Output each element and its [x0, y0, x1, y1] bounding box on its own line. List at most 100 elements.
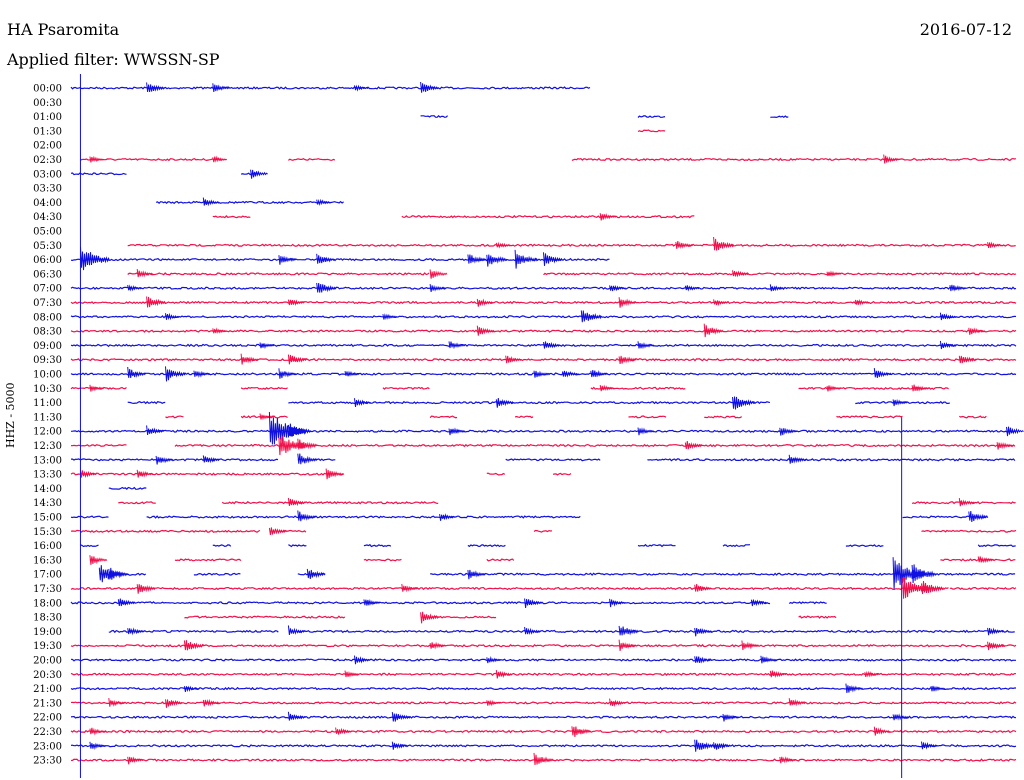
- seismic-event: [127, 756, 144, 765]
- time-label-1530: 15:30: [33, 527, 62, 538]
- trace-segment: [70, 286, 1017, 290]
- seismic-event: [949, 284, 967, 292]
- seismic-event: [939, 340, 957, 350]
- seismic-event: [769, 284, 785, 292]
- seismic-event: [883, 154, 900, 164]
- trace-segment: [118, 501, 156, 505]
- time-label-0500: 05:00: [33, 227, 62, 238]
- filter-label: Applied filter: WWSSN-SP: [7, 50, 220, 69]
- trace-segment: [127, 243, 1016, 247]
- seismic-event: [146, 425, 164, 435]
- seismic-event: [968, 511, 989, 523]
- trace-segment: [429, 415, 458, 419]
- time-label-0330: 03:30: [33, 184, 62, 195]
- seismic-event: [826, 385, 842, 392]
- trace-segment: [70, 172, 127, 176]
- trace-segment: [80, 544, 99, 548]
- trace-segment: [70, 472, 345, 476]
- seismic-event: [599, 213, 617, 221]
- trace-segment: [401, 214, 695, 219]
- seismic-event: [325, 468, 344, 480]
- time-label-0530: 05:30: [33, 241, 62, 252]
- time-label-1100: 11:00: [33, 398, 62, 409]
- seismic-event: [580, 310, 602, 323]
- trace-segment: [278, 529, 307, 533]
- seismic-event: [968, 327, 986, 335]
- seismic-event: [165, 366, 186, 382]
- trace-segment: [637, 115, 666, 118]
- trace-segment: [977, 544, 1016, 548]
- seismic-event: [892, 713, 910, 721]
- seismic-event: [637, 341, 655, 350]
- seismic-event: [80, 246, 110, 271]
- trace-segment: [949, 587, 1017, 591]
- time-label-1500: 15:00: [33, 513, 62, 524]
- seismic-event: [297, 453, 318, 465]
- seismic-event: [987, 241, 1002, 248]
- seismic-event: [599, 384, 615, 392]
- trace-segment: [704, 415, 743, 419]
- seismic-event: [732, 270, 749, 278]
- seismic-event: [165, 312, 180, 321]
- seismic-event: [448, 427, 466, 436]
- seismic-event: [750, 599, 768, 607]
- trace-segment: [71, 458, 279, 462]
- time-label-0600: 06:00: [33, 255, 62, 266]
- time-label-0230: 02:30: [33, 155, 62, 166]
- seismic-event: [760, 655, 778, 664]
- trace-segment: [70, 329, 1017, 333]
- seismic-event: [287, 299, 305, 307]
- seismic-event: [571, 726, 592, 738]
- seismic-event: [618, 625, 639, 636]
- seismic-event: [429, 284, 447, 292]
- trace-segment: [70, 744, 1017, 748]
- time-label-1830: 18:30: [33, 613, 62, 624]
- trace-segment: [70, 315, 1017, 319]
- trace-segment: [363, 543, 392, 548]
- seismic-event: [987, 641, 1005, 651]
- seismic-event: [609, 285, 626, 292]
- seismic-event: [533, 370, 551, 378]
- seismic-event: [278, 255, 297, 265]
- trace-segment: [70, 658, 1016, 662]
- trace-segment: [628, 415, 667, 419]
- seismic-event: [911, 384, 929, 392]
- seismic-event: [202, 197, 220, 207]
- seismic-event: [524, 626, 541, 635]
- seismic-event: [108, 698, 126, 707]
- seismic-event: [212, 83, 230, 92]
- seismic-event: [505, 355, 523, 364]
- seismic-event: [202, 455, 220, 464]
- event-markers: [79, 74, 903, 778]
- seismic-event: [268, 411, 306, 445]
- seismic-event: [694, 628, 713, 637]
- seismic-event: [495, 241, 511, 249]
- time-label-0930: 09:30: [33, 355, 62, 366]
- trace-segment: [514, 415, 534, 419]
- seismic-event: [873, 726, 891, 736]
- time-label-1630: 16:30: [33, 555, 62, 566]
- trace-segment: [571, 157, 1017, 162]
- seismic-event: [117, 598, 136, 607]
- seismic-event: [741, 640, 760, 651]
- seismic-event: [354, 655, 371, 665]
- seismic-event: [514, 249, 538, 269]
- seismic-event: [354, 398, 371, 407]
- seismic-event: [713, 742, 731, 750]
- seismic-event: [193, 370, 211, 378]
- seismic-event: [287, 711, 306, 721]
- seismic-event: [316, 282, 337, 293]
- seismic-event: [250, 169, 268, 179]
- trace-segment: [174, 558, 242, 562]
- trace-segment: [146, 515, 402, 519]
- seismic-event: [467, 254, 487, 264]
- trace-segment: [420, 114, 449, 118]
- trace-segment: [401, 515, 581, 519]
- seismic-event: [165, 699, 183, 708]
- trace-segment: [165, 415, 184, 419]
- time-label-0130: 01:30: [33, 126, 62, 137]
- seismic-event: [495, 670, 513, 679]
- seismic-event: [420, 81, 439, 93]
- seismic-event: [316, 253, 336, 264]
- trace-segment: [845, 544, 884, 548]
